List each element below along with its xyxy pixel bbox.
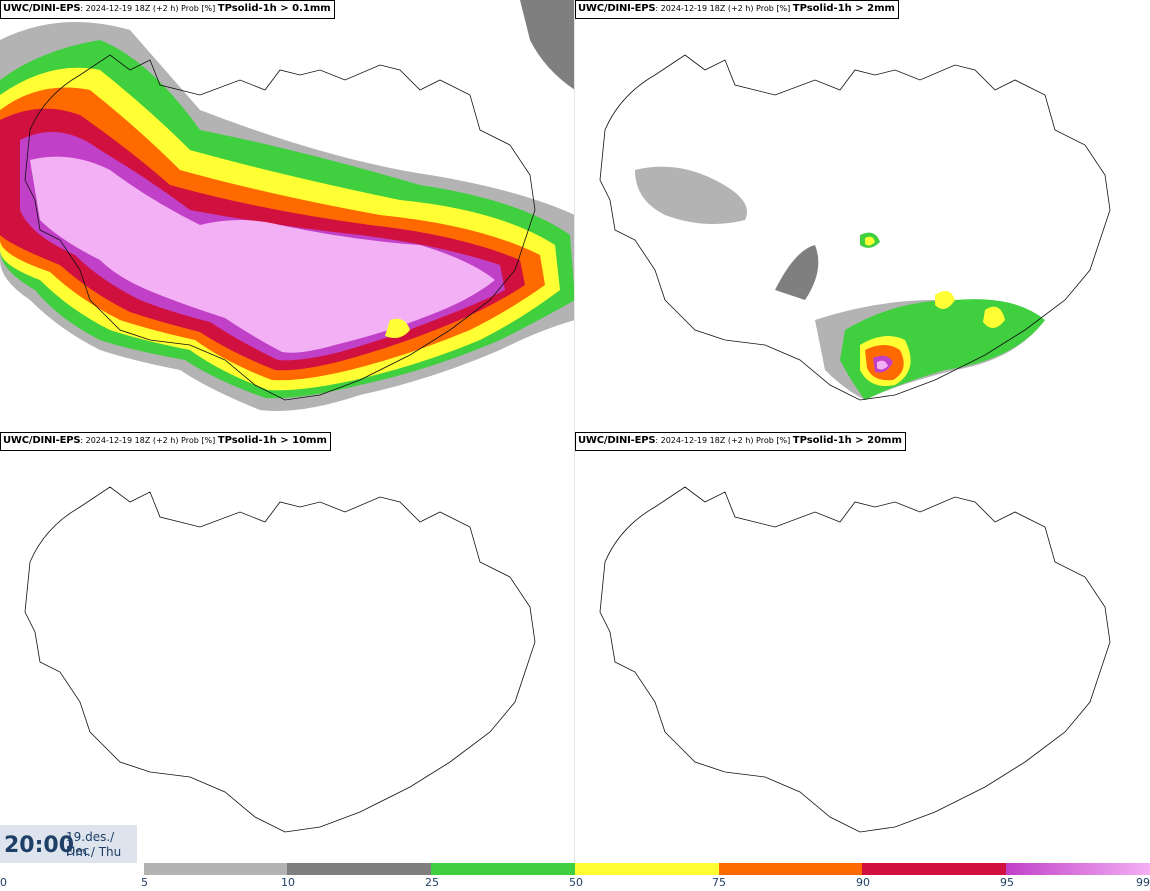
panel-title: UWC/DINI-EPS: 2024-12-19 18Z (+2 h) Prob… (0, 432, 331, 451)
field-name: TPsolid-1h > 0.1mm (217, 3, 331, 14)
colorbar-segment-95-99 (1006, 863, 1150, 875)
coastline (599, 486, 1111, 833)
field-name: TPsolid-1h > 20mm (792, 435, 902, 446)
colorbar-segment-75-90 (719, 863, 862, 875)
colorbar-tick: 50 (569, 876, 583, 889)
prob-area-5-10 (520, 0, 575, 90)
probability-map (599, 486, 1111, 833)
prob-area-99 (877, 360, 888, 370)
colorbar-tick: 5 (141, 876, 148, 889)
probability-map (0, 0, 575, 411)
field-name: TPsolid-1h > 2mm (792, 3, 895, 14)
prob-area-50-75 (865, 236, 875, 246)
probability-map (599, 54, 1111, 401)
model-name: UWC/DINI-EPS (578, 3, 656, 14)
colorbar-segment-10-25 (287, 863, 431, 875)
run-info: : 2024-12-19 18Z (+2 h) Prob [%] (80, 4, 218, 13)
colorbar-tick: 25 (425, 876, 439, 889)
panel-title: UWC/DINI-EPS: 2024-12-19 18Z (+2 h) Prob… (0, 0, 335, 19)
prob-area-50-75 (983, 306, 1005, 329)
map-panel-20mm: UWC/DINI-EPS: 2024-12-19 18Z (+2 h) Prob… (575, 432, 1150, 862)
colorbar-tick: 90 (856, 876, 870, 889)
coastline (24, 54, 536, 401)
valid-weekday: Fim./ Thu (66, 845, 122, 859)
colorbar-segment-90-95 (862, 863, 1006, 875)
colorbar-segment-25-50 (431, 863, 575, 875)
panel-divider (574, 0, 575, 864)
colorbar-segment-50-75 (575, 863, 719, 875)
prob-area-50-75 (935, 291, 955, 309)
colorbar-tick: 10 (281, 876, 295, 889)
valid-date: 19.des./ Dec (66, 830, 115, 858)
map-panel-0.1mm: UWC/DINI-EPS: 2024-12-19 18Z (+2 h) Prob… (0, 0, 575, 430)
colorbar-tick: 99 (1136, 876, 1150, 889)
probability-map (24, 486, 536, 833)
model-name: UWC/DINI-EPS (3, 435, 81, 446)
valid-time-box: 20:00 19.des./ Dec Fim./ Thu (0, 825, 137, 863)
prob-area-99 (385, 318, 410, 338)
run-info: : 2024-12-19 18Z (+2 h) Prob [%] (80, 436, 218, 445)
map-panel-10mm: UWC/DINI-EPS: 2024-12-19 18Z (+2 h) Prob… (0, 432, 575, 862)
map-panel-2mm: UWC/DINI-EPS: 2024-12-19 18Z (+2 h) Prob… (575, 0, 1150, 430)
colorbar-tick: 75 (712, 876, 726, 889)
prob-area-5-10 (635, 166, 747, 224)
valid-time: 20:00 (4, 833, 75, 858)
colorbar-tick: 95 (1000, 876, 1014, 889)
coastline (24, 486, 536, 833)
colorbar-tick: 0 (0, 876, 7, 889)
prob-area-10-25 (775, 245, 819, 300)
model-name: UWC/DINI-EPS (3, 3, 81, 14)
run-info: : 2024-12-19 18Z (+2 h) Prob [%] (655, 436, 793, 445)
prob-area-99 (30, 156, 495, 353)
coastline (599, 54, 1111, 401)
colorbar-segment-5-10 (144, 863, 287, 875)
field-name: TPsolid-1h > 10mm (217, 435, 327, 446)
run-info: : 2024-12-19 18Z (+2 h) Prob [%] (655, 4, 793, 13)
panel-title: UWC/DINI-EPS: 2024-12-19 18Z (+2 h) Prob… (575, 432, 906, 451)
model-name: UWC/DINI-EPS (578, 435, 656, 446)
panel-title: UWC/DINI-EPS: 2024-12-19 18Z (+2 h) Prob… (575, 0, 899, 19)
